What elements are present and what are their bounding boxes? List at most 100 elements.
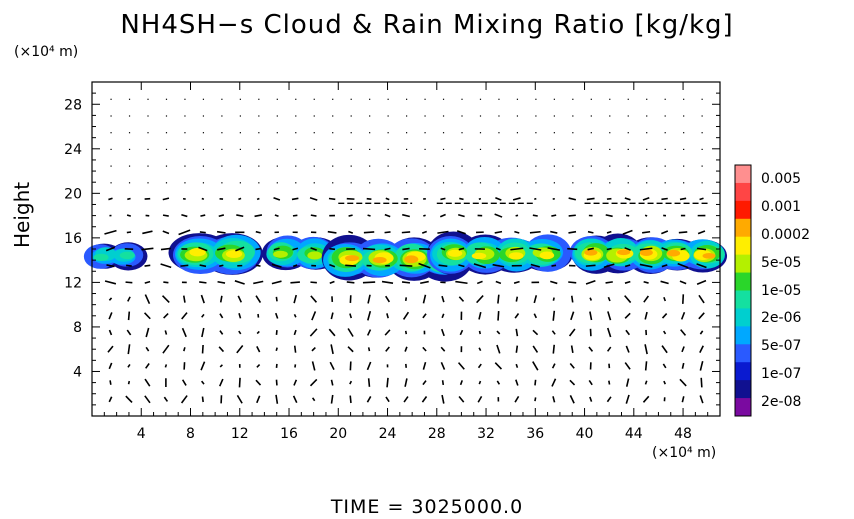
vector-dot (313, 148, 315, 150)
wind-vector (495, 196, 502, 201)
wind-vector (661, 313, 668, 319)
wind-vector (292, 214, 298, 217)
wind-vector (532, 329, 539, 336)
vector-dot (701, 148, 703, 150)
vector-dot (646, 98, 648, 100)
wind-vector (440, 361, 446, 370)
vector-dot (332, 98, 334, 100)
colorbar-swatch (735, 182, 751, 202)
wind-vector (585, 264, 596, 267)
wind-vector (201, 313, 205, 318)
wind-vector (126, 231, 132, 234)
wind-vector (330, 312, 334, 320)
wind-vector (386, 377, 389, 388)
vector-dot (442, 165, 445, 167)
wind-vector (680, 311, 686, 320)
wind-vector (256, 330, 260, 335)
vector-dot (313, 165, 315, 167)
vector-dot (609, 148, 611, 150)
wind-vector (181, 213, 188, 218)
vector-dot (701, 165, 703, 167)
vector-dot (147, 165, 149, 167)
wind-vector (329, 263, 336, 268)
wind-vector (143, 312, 151, 320)
wind-vector (385, 396, 390, 403)
vector-dot (202, 132, 205, 134)
wind-vector (385, 346, 390, 352)
wind-vector (271, 263, 282, 268)
wind-vector (381, 280, 394, 284)
vector-dot (313, 115, 315, 117)
vector-dot (202, 182, 205, 184)
wind-vector-field (104, 98, 708, 404)
vector-dot (424, 132, 426, 134)
vector-dot (572, 165, 574, 167)
vector-dot (609, 98, 611, 100)
colorbar-label: 5e-07 (761, 338, 802, 355)
wind-vector (515, 379, 519, 386)
wind-vector (401, 281, 411, 284)
wind-vector (330, 379, 334, 386)
vector-dot (128, 98, 131, 100)
wind-vector (458, 213, 465, 218)
vector-dot (609, 182, 611, 184)
vector-dot (406, 182, 408, 184)
vector-dot (683, 132, 685, 134)
vector-dot (369, 165, 371, 167)
vector-dot (424, 115, 426, 117)
wind-vector (642, 395, 650, 403)
wind-vector (606, 327, 612, 338)
vector-dot (258, 148, 260, 150)
cloud-contour (539, 251, 555, 260)
wind-vector (514, 395, 520, 403)
wind-vector (126, 214, 132, 217)
wind-vector (367, 310, 372, 321)
wind-vector (328, 197, 336, 201)
vector-dot (664, 182, 666, 184)
wind-vector (201, 327, 205, 338)
vector-dot (313, 182, 315, 184)
vector-dot (165, 132, 168, 134)
wind-vector (551, 363, 556, 369)
wind-vector (624, 280, 631, 284)
wind-vector (478, 197, 482, 200)
wind-vector (234, 280, 245, 285)
vector-dot (406, 98, 408, 100)
vector-dot (332, 115, 334, 117)
wind-vector (550, 230, 558, 234)
wind-vector (663, 330, 667, 335)
x-tick-label: 44 (625, 426, 643, 442)
wind-vector (238, 330, 242, 335)
vector-dot (110, 115, 112, 117)
wind-vector (458, 264, 465, 268)
wind-vector (622, 229, 633, 235)
wind-vector (439, 213, 446, 218)
wind-vector (551, 330, 556, 335)
y-tick-label: 8 (73, 320, 82, 336)
wind-vector (349, 380, 353, 385)
wind-vector (660, 280, 669, 285)
wind-vector (367, 347, 371, 352)
colorbar-swatch (735, 218, 751, 238)
wind-vector (348, 230, 354, 234)
vector-dot (590, 115, 592, 117)
vector-dot (498, 182, 500, 184)
vector-dot (165, 98, 168, 100)
wind-vector (585, 280, 596, 285)
wind-vector (347, 346, 354, 353)
wind-vector (329, 247, 336, 251)
vector-dot (516, 132, 519, 134)
vector-dot (128, 148, 131, 150)
vector-dot (535, 148, 537, 150)
vector-dot (184, 132, 186, 134)
wind-vector (256, 395, 261, 404)
cloud-contour (189, 247, 206, 257)
vector-dot (276, 148, 278, 150)
y-unit-label: (×10⁴ m) (14, 44, 79, 60)
wind-vector (423, 214, 426, 217)
wind-vector (681, 362, 685, 369)
wind-vector (494, 213, 503, 218)
vector-dot (683, 115, 685, 117)
